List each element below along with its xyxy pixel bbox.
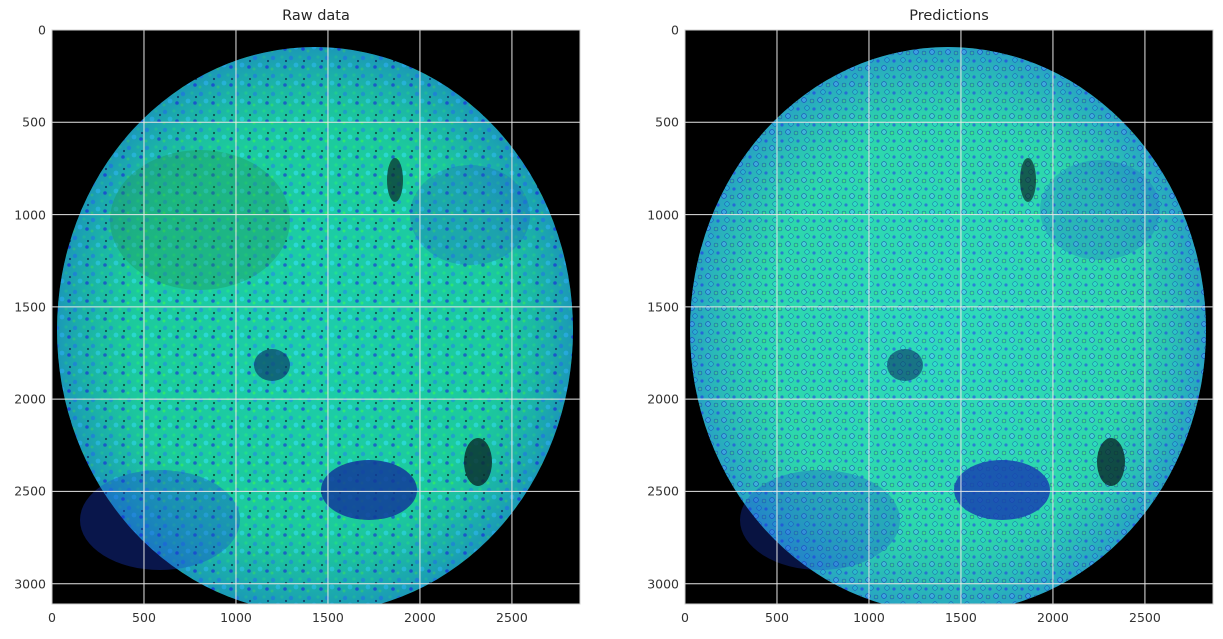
pred-panel-title: Predictions <box>909 8 989 24</box>
raw-ytick-label: 500 <box>22 114 46 130</box>
grid-lines <box>52 30 1213 604</box>
pred-xtick-label: 1000 <box>853 610 885 625</box>
raw-xtick-label: 1500 <box>312 610 344 625</box>
pred-dark-region <box>954 460 1050 520</box>
pred-ytick-label: 1500 <box>647 299 679 315</box>
pred-ytick-label: 3000 <box>647 576 679 592</box>
pred-ytick-label: 500 <box>655 114 679 130</box>
pred-ytick-label: 0 <box>671 22 679 38</box>
raw-xtick-label: 2000 <box>404 610 436 625</box>
raw-ytick-label: 2500 <box>14 483 46 499</box>
pred-xtick-label: 1500 <box>945 610 977 625</box>
raw-xtick-label: 2500 <box>496 610 528 625</box>
pred-ytick-label: 2000 <box>647 391 679 407</box>
raw-ytick-label: 2000 <box>14 391 46 407</box>
raw-axes-frame <box>51 29 581 605</box>
raw-ytick-label: 1500 <box>14 299 46 315</box>
raw-ytick-label: 3000 <box>14 576 46 592</box>
raw-xtick-label: 1000 <box>220 610 252 625</box>
raw-dark-region <box>321 460 417 520</box>
pred-ytick-label: 2500 <box>647 483 679 499</box>
raw-xtick-label: 0 <box>48 610 56 625</box>
pred-xtick-label: 2500 <box>1129 610 1161 625</box>
pred-ytick-label: 1000 <box>647 207 679 223</box>
pred-axes-frame <box>684 29 1214 605</box>
pred-xtick-label: 500 <box>765 610 789 625</box>
raw-ytick-label: 0 <box>38 22 46 38</box>
raw-xtick-label: 500 <box>132 610 156 625</box>
pred-xtick-label: 0 <box>681 610 689 625</box>
raw-ytick-label: 1000 <box>14 207 46 223</box>
pred-xtick-label: 2000 <box>1037 610 1069 625</box>
raw-panel-title: Raw data <box>282 8 350 24</box>
raw-image <box>52 30 580 604</box>
pred-image <box>685 30 1213 604</box>
